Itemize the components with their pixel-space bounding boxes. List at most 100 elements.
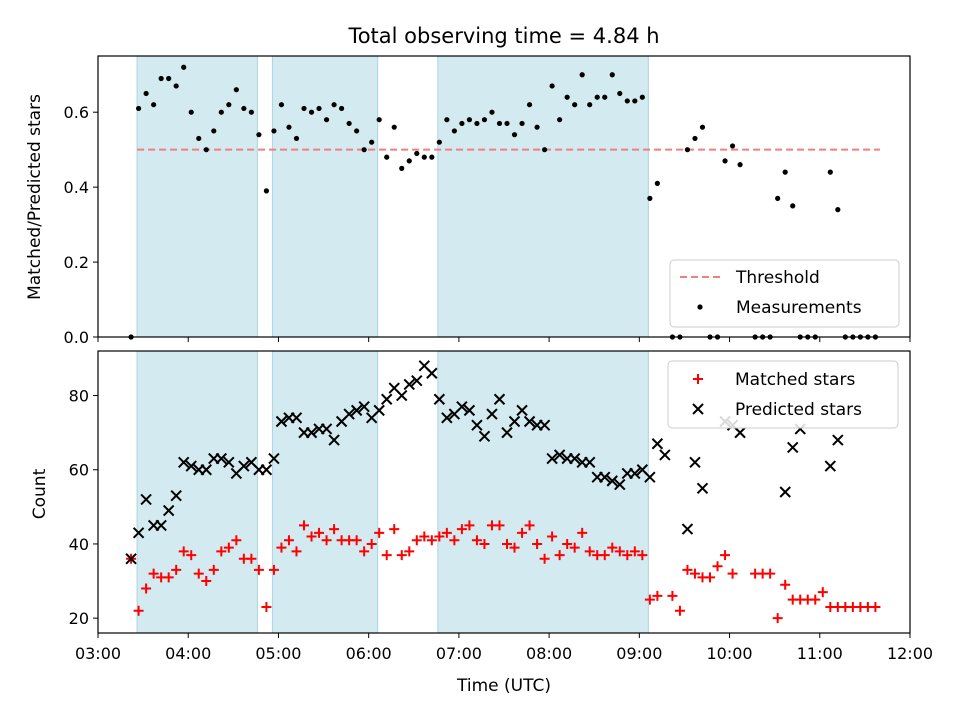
measurement-point: [835, 207, 841, 213]
predicted-star-point: [260, 464, 273, 476]
matched-star-point: [614, 546, 625, 557]
predicted-star-point: [659, 449, 671, 461]
matched-star-point: [404, 546, 415, 557]
measurement-point: [406, 158, 412, 164]
measurement-point: [542, 147, 548, 153]
measurement-point: [263, 188, 270, 194]
matched-star-point: [539, 553, 550, 564]
predicted-star-point: [343, 408, 355, 420]
x-tick-label: 11:00: [797, 644, 843, 663]
matched-star-point: [261, 602, 272, 613]
predicted-star-point: [651, 438, 664, 450]
x-tick-label: 10:00: [707, 644, 753, 663]
predicted-star-point: [441, 412, 453, 424]
measurement-point: [775, 195, 781, 201]
shaded-interval: [136, 55, 258, 338]
matched-star-point: [299, 520, 310, 531]
shaded-interval: [437, 350, 649, 634]
y-tick-label: 80: [69, 387, 89, 406]
y-tick-label: 0.0: [64, 328, 89, 347]
measurement-point: [684, 147, 691, 153]
measurement-point: [617, 90, 623, 97]
measurement-point: [519, 120, 525, 127]
predicted-star-point: [178, 456, 190, 469]
matched-star-point: [223, 542, 234, 553]
matched-star-point: [178, 546, 189, 557]
matched-star-point: [765, 568, 776, 579]
y-tick-label: 0.4: [64, 178, 89, 197]
measurement-point: [444, 117, 450, 123]
matched-star-point: [464, 520, 475, 531]
measurement-point: [504, 120, 510, 127]
predicted-star-point: [125, 553, 137, 565]
measurement-point: [278, 102, 285, 108]
predicted-star-point: [734, 426, 746, 439]
matched-star-point: [584, 546, 595, 557]
measurement-point: [526, 102, 533, 108]
predicted-star-point: [463, 404, 476, 417]
measurement-point: [369, 139, 375, 145]
predicted-star-point: [268, 452, 280, 465]
predicted-star-point: [320, 423, 333, 435]
matched-star-point: [637, 550, 648, 561]
y-tick-label: 0.6: [64, 103, 89, 122]
predicted-star-point: [223, 456, 235, 469]
predicted-star-point: [185, 460, 197, 472]
shaded-interval: [271, 55, 379, 338]
predicted-star-point: [614, 478, 626, 491]
x-tick-label: 09:00: [616, 644, 662, 663]
matched-star-point: [276, 542, 287, 553]
predicted-star-point: [689, 456, 701, 469]
matched-star-point: [396, 550, 407, 561]
shaded-interval: [271, 350, 379, 634]
measurement-point: [632, 98, 638, 104]
matched-star-point: [682, 564, 693, 575]
measurement-point: [256, 132, 262, 138]
measurement-point: [436, 139, 442, 145]
matched-star-point: [494, 520, 505, 531]
measurement-point: [384, 154, 390, 160]
measurement-point: [346, 120, 352, 127]
matched-star-point: [186, 550, 197, 561]
matched-star-point: [268, 564, 279, 575]
predicted-star-point: [546, 452, 558, 465]
measurement-point: [654, 180, 660, 186]
predicted-star-point: [215, 452, 228, 465]
predicted-star-point: [433, 393, 446, 405]
chart-title: Total observing time = 4.84 h: [347, 24, 659, 48]
measurement-point: [226, 102, 232, 108]
measurement-point: [534, 124, 540, 130]
matched-star-point: [141, 583, 152, 594]
predicted-star-point: [426, 367, 438, 379]
predicted-star-point: [629, 467, 641, 480]
predicted-star-point: [358, 400, 370, 413]
measurement-point: [609, 72, 615, 78]
measurement-point: [827, 169, 833, 175]
measurement-point: [376, 117, 382, 123]
predicted-star-point: [508, 415, 521, 428]
predicted-star-point: [538, 419, 551, 431]
matched-star-point: [216, 546, 227, 557]
predicted-star-point: [305, 426, 318, 439]
bottom-xlabel: Time (UTC): [456, 676, 551, 696]
matched-star-point: [306, 531, 317, 542]
matched-star-point: [208, 564, 219, 575]
matched-star-point: [283, 535, 294, 546]
matched-star-point: [449, 535, 460, 546]
predicted-star-point: [275, 415, 288, 428]
matched-star-point: [366, 538, 377, 549]
measurement-point: [248, 109, 254, 115]
y-tick-label: 60: [69, 461, 89, 480]
legend-matched-swatch: [693, 374, 703, 384]
predicted-star-point: [381, 393, 393, 405]
predicted-star-point: [606, 475, 618, 487]
predicted-star-point: [290, 412, 303, 424]
matched-star-point: [441, 527, 452, 538]
matched-star-point: [629, 546, 640, 557]
predicted-star-point: [501, 426, 513, 439]
measurement-point: [286, 124, 292, 130]
top-ylabel: Matched/Predicted stars: [25, 94, 45, 300]
matched-star-point: [667, 590, 678, 601]
matched-star-point: [148, 568, 159, 579]
matched-star-point: [246, 553, 257, 564]
